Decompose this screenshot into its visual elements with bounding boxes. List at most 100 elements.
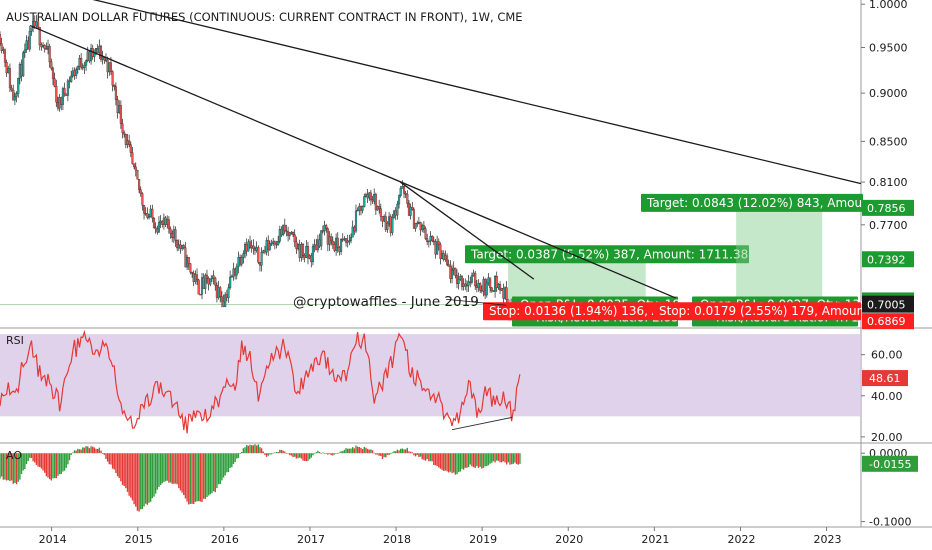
trendline[interactable] <box>29 24 677 299</box>
ao-bar <box>413 453 415 456</box>
candle-body <box>424 228 427 239</box>
candle-body <box>260 252 263 266</box>
candle-body <box>402 186 406 194</box>
rsi-panel-title: RSI <box>6 334 24 347</box>
ao-bar <box>358 447 361 454</box>
target-label-box <box>641 193 863 212</box>
price-tick-label: 0.9000 <box>869 87 908 100</box>
ao-bar <box>472 453 475 468</box>
ao-bar <box>424 453 427 461</box>
ao-bar <box>246 445 248 454</box>
stop-label-box <box>653 302 861 321</box>
ao-bar <box>272 452 274 454</box>
ao-bar <box>80 449 82 454</box>
ao-bar <box>47 453 49 478</box>
ao-bar <box>242 448 245 454</box>
ao-bar <box>136 453 139 511</box>
ao-bar <box>328 453 331 455</box>
ao-bar <box>300 453 303 459</box>
price-tick-label: 0.8500 <box>869 135 908 148</box>
candle-body <box>113 85 116 87</box>
trendline[interactable] <box>43 0 862 185</box>
ao-bar <box>353 448 356 454</box>
ao-bar <box>284 451 286 454</box>
ao-bar <box>241 451 243 454</box>
ao-bar <box>217 453 220 485</box>
ao-bar <box>484 453 486 467</box>
candle-body <box>268 243 271 250</box>
candle-body <box>470 275 473 283</box>
ao-bar <box>184 453 187 499</box>
ao-bar <box>15 453 18 485</box>
candle-body <box>285 230 288 232</box>
candle-body <box>22 52 25 77</box>
candle-body <box>8 68 11 89</box>
rsi-divergence-line[interactable] <box>451 416 513 431</box>
candle-body <box>220 296 223 302</box>
ao-bar <box>199 453 202 502</box>
ao-bar <box>239 453 241 455</box>
ao-bar <box>232 453 235 465</box>
position-profit-zone[interactable] <box>736 207 823 301</box>
ao-bar <box>44 453 46 473</box>
candle-body <box>416 222 419 225</box>
ao-bar <box>393 451 395 454</box>
ao-bar <box>396 449 399 454</box>
ao-bar <box>318 451 321 454</box>
ao-bar <box>496 453 498 461</box>
ao-bar <box>24 453 26 470</box>
ao-bar <box>42 453 44 471</box>
ao-bar <box>482 453 485 468</box>
candle-body <box>13 96 16 101</box>
candle-body <box>224 294 227 307</box>
price-axis-badge <box>862 296 914 313</box>
trendline[interactable] <box>399 181 535 280</box>
candle-body <box>404 193 407 195</box>
ao-bar <box>67 453 69 465</box>
ao-bar <box>505 453 508 465</box>
ao-bar <box>181 453 183 493</box>
ao-bar <box>477 453 480 468</box>
ao-bar <box>197 453 200 502</box>
rsi-value-label: 48.61 <box>869 372 901 385</box>
ao-bar <box>149 453 152 502</box>
ao-bar <box>371 450 374 454</box>
ao-bar <box>277 452 279 454</box>
ao-bar <box>439 453 442 469</box>
ao-bar <box>517 453 519 465</box>
time-tick-label: 2020 <box>555 533 583 546</box>
ao-bar <box>378 453 380 456</box>
price-axis-badge-label: 0.7856 <box>867 202 906 215</box>
ao-bar <box>315 452 317 454</box>
price-tick-label: 0.9500 <box>869 42 908 55</box>
ao-bar <box>519 453 521 464</box>
price-tick-label: 1.0000 <box>869 0 908 11</box>
candle-body <box>489 277 492 288</box>
candle-body <box>128 140 131 145</box>
ao-bar <box>323 453 326 454</box>
time-tick-label: 2022 <box>727 533 755 546</box>
position-profit-zone[interactable] <box>507 259 646 301</box>
ao-bar <box>500 453 503 463</box>
ao-bar <box>335 453 337 454</box>
trendline[interactable] <box>445 298 507 306</box>
ao-bar <box>454 453 457 475</box>
candle-body <box>464 283 467 287</box>
ao-bar <box>178 453 180 489</box>
candle-body <box>123 132 126 135</box>
ao-bar <box>20 453 23 474</box>
candle-body <box>498 284 502 291</box>
candle-body <box>99 45 103 60</box>
candle-body <box>348 240 351 242</box>
candle-body <box>277 241 280 245</box>
ao-bar <box>249 444 251 454</box>
ao-bar <box>168 453 170 483</box>
ao-bar <box>274 452 276 454</box>
candle-body <box>356 209 359 212</box>
ao-bar <box>27 453 29 462</box>
candle-body <box>75 69 78 76</box>
ao-bar <box>512 453 514 464</box>
candle-body <box>109 62 112 72</box>
ao-bar <box>206 453 208 498</box>
ao-bar <box>151 453 154 499</box>
